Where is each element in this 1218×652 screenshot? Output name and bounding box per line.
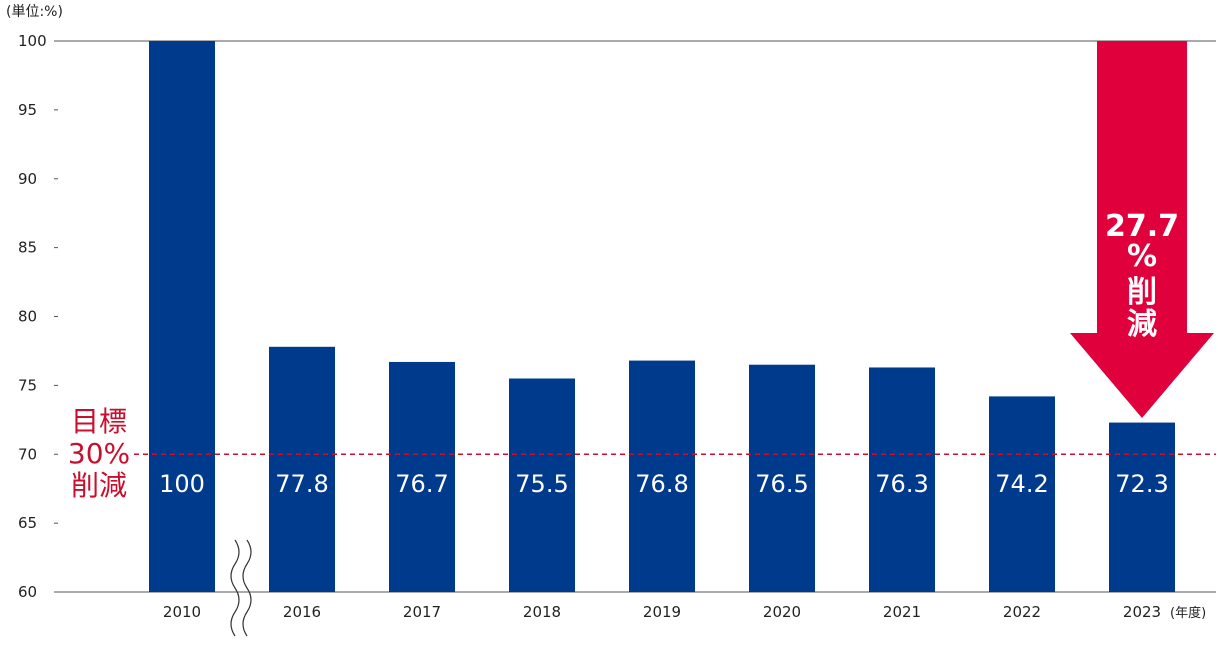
y-tick-label-80: 80 (18, 308, 37, 326)
y-tick-label-75: 75 (18, 376, 37, 394)
target-label-line-1: 目標 (71, 405, 127, 438)
bar-value-label-2016: 77.8 (275, 470, 328, 498)
x-tick-label-2019: 2019 (643, 603, 681, 621)
unit-label: (単位:%) (6, 4, 63, 20)
bar-2018 (509, 378, 575, 592)
y-tick-label-65: 65 (18, 514, 37, 532)
bar-value-label-2010: 100 (159, 470, 205, 498)
arrow-label-line-3: 削 (1127, 275, 1157, 310)
y-tick-label-95: 95 (18, 101, 37, 119)
bar-2010 (149, 41, 215, 592)
y-tick-label-90: 90 (18, 170, 37, 188)
bar-value-label-2018: 75.5 (515, 470, 568, 498)
y-axis-ticks: 60 65 70 75 80 85 90 95 100 (18, 32, 58, 601)
value-labels-group: 100 77.8 76.7 75.5 76.8 76.5 76.3 74.2 72.3 (159, 470, 1169, 498)
bar-2021 (869, 367, 935, 592)
y-tick-label-85: 85 (18, 239, 37, 257)
break-wave-1 (230, 539, 240, 637)
bar-2022 (989, 396, 1055, 592)
bar-value-label-2020: 76.5 (755, 470, 808, 498)
x-unit-label: (年度) (1170, 605, 1206, 621)
bar-2020 (749, 364, 815, 592)
target-label-line-3: 削減 (71, 469, 127, 502)
x-tick-label-2017: 2017 (403, 603, 441, 621)
x-tick-label-2010: 2010 (163, 603, 201, 621)
reduction-arrow (1070, 41, 1214, 418)
bar-value-label-2021: 76.3 (875, 470, 928, 498)
bar-value-label-2017: 76.7 (395, 470, 448, 498)
bars-group (149, 41, 1175, 592)
bar-2017 (389, 361, 455, 592)
x-tick-label-2020: 2020 (763, 603, 801, 621)
arrow-label-line-1: 27.7 (1105, 209, 1179, 244)
bar-value-label-2023: 72.3 (1115, 470, 1168, 498)
x-tick-label-2022: 2022 (1003, 603, 1041, 621)
bar-value-label-2022: 74.2 (995, 470, 1048, 498)
bar-2023 (1109, 422, 1175, 592)
bar-2016 (269, 346, 335, 592)
y-tick-label-70: 70 (18, 445, 37, 463)
arrow-label-line-2: % (1127, 239, 1157, 274)
bar-value-label-2019: 76.8 (635, 470, 688, 498)
y-tick-label-100: 100 (18, 32, 47, 50)
x-tick-label-2021: 2021 (883, 603, 921, 621)
x-tick-label-2023: 2023 (1123, 603, 1161, 621)
arrow-label-line-4: 減 (1127, 307, 1157, 342)
axis-break-mark (230, 539, 252, 637)
break-wave-2 (242, 539, 252, 637)
x-tick-label-2018: 2018 (523, 603, 561, 621)
x-axis-labels: 2010 2016 2017 2018 2019 2020 2021 2022 2023 (163, 603, 1161, 621)
target-label-line-2: 30% (68, 437, 130, 470)
reduction-arrow-label: 27.7%削減 (1105, 209, 1179, 342)
bar-2019 (629, 360, 695, 592)
y-tick-label-60: 60 (18, 583, 37, 601)
x-tick-label-2016: 2016 (283, 603, 321, 621)
